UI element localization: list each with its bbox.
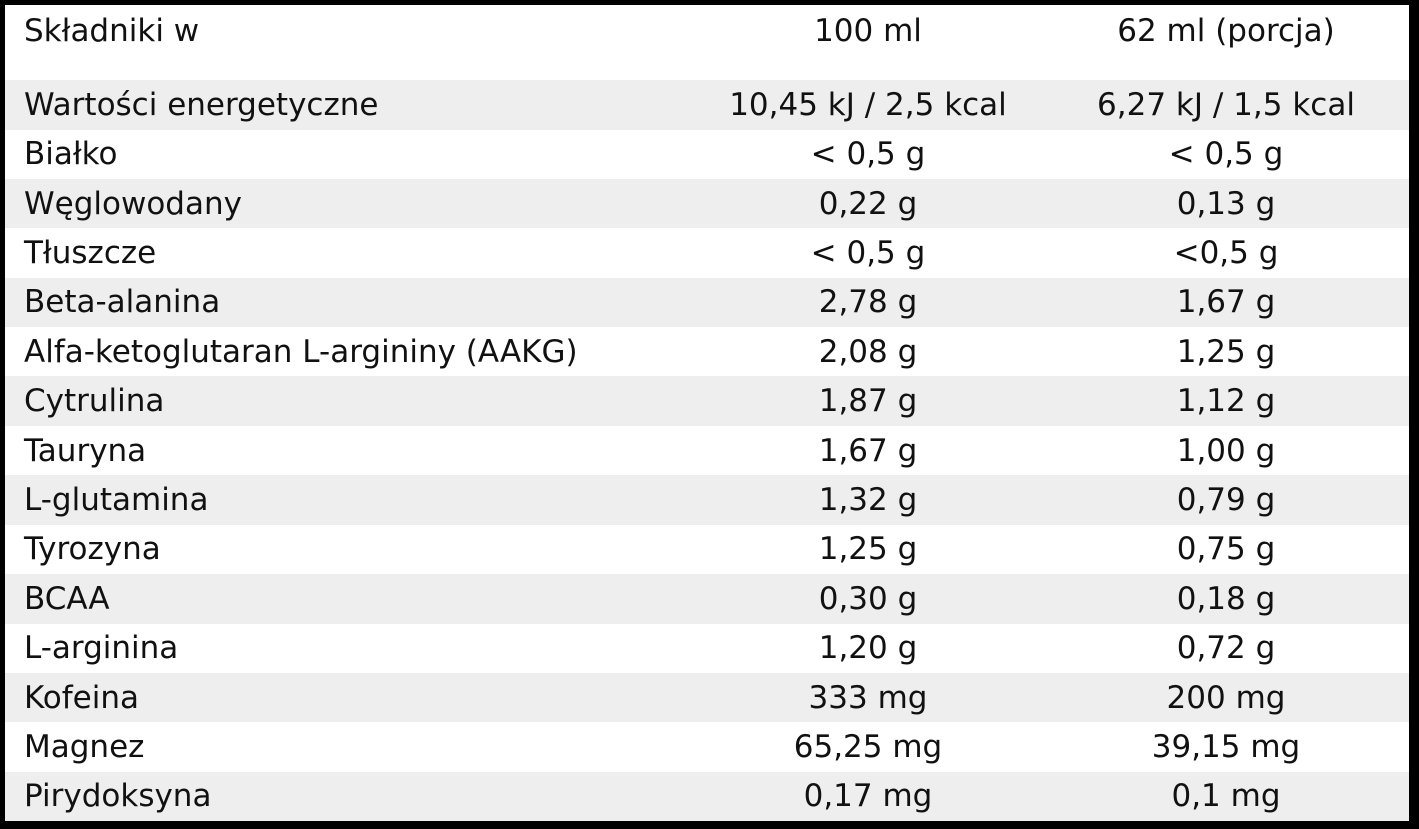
- table-row: Węglowodany 0,22 g 0,13 g: [5, 178, 1409, 229]
- nutrient-amount: 1,32 g: [818, 481, 918, 518]
- nutrient-amount: 1,00 g: [1176, 432, 1276, 469]
- nutrient-name: L-glutamina: [24, 481, 209, 518]
- table-row: Pirydoksyna 0,17 mg 0,1 mg: [5, 771, 1409, 822]
- nutrient-amount: < 0,5 g: [1168, 136, 1284, 173]
- table-row: Tauryna 1,67 g 1,00 g: [5, 426, 1409, 476]
- table-row: L-arginina 1,20 g 0,72 g: [5, 623, 1409, 673]
- table-row: Białko < 0,5 g < 0,5 g: [5, 129, 1409, 179]
- nutrient-name: Cytrulina: [24, 383, 165, 420]
- nutrient-name: Pirydoksyna: [24, 778, 212, 815]
- nutrient-name: Magnez: [24, 728, 145, 765]
- nutrient-amount: < 0,5 g: [810, 234, 926, 271]
- header-cell: Składniki w: [24, 13, 200, 49]
- nutrient-amount: 0,13 g: [1176, 185, 1276, 222]
- nutrient-amount: 1,67 g: [1176, 284, 1276, 321]
- table-row: Tłuszcze < 0,5 g <0,5 g: [5, 228, 1409, 278]
- nutrient-amount: 0,1 mg: [1171, 778, 1281, 815]
- table-row: Tyrozyna 1,25 g 0,75 g: [5, 525, 1409, 575]
- nutrient-amount: 333 mg: [808, 679, 928, 716]
- nutrient-amount: 1,25 g: [1176, 333, 1276, 370]
- nutrient-name: Węglowodany: [24, 185, 242, 222]
- nutrient-amount: < 0,5 g: [810, 136, 926, 173]
- table-row: Kofeina 333 mg 200 mg: [5, 672, 1409, 723]
- nutrient-amount: 0,22 g: [818, 185, 918, 222]
- nutrient-amount: 1,12 g: [1176, 383, 1276, 420]
- nutrient-amount: 0,75 g: [1176, 531, 1276, 568]
- nutrient-name: Kofeina: [24, 679, 139, 716]
- nutrient-amount: 1,25 g: [818, 531, 918, 568]
- nutrient-amount: 1,67 g: [818, 432, 918, 469]
- nutrient-amount: <0,5 g: [1173, 234, 1279, 271]
- table-row: BCAA 0,30 g 0,18 g: [5, 574, 1409, 624]
- nutrient-amount: 10,45 kJ / 2,5 kcal: [729, 86, 1007, 123]
- nutrient-name: Białko: [24, 136, 118, 173]
- nutrient-amount: 2,78 g: [818, 284, 918, 321]
- nutrient-amount: 2,08 g: [818, 333, 918, 370]
- table-row: Cytrulina 1,87 g 1,12 g: [5, 376, 1409, 426]
- nutrient-amount: 1,20 g: [818, 630, 918, 667]
- nutrition-table: Składniki w 100 ml 62 ml (porcja) Wartoś…: [5, 5, 1409, 822]
- header-cell: 100 ml: [814, 13, 922, 49]
- nutrient-amount: 65,25 mg: [793, 728, 943, 765]
- nutrient-name: Beta-alanina: [24, 284, 221, 321]
- nutrient-amount: 1,87 g: [818, 383, 918, 420]
- table-row: Wartości energetyczne 10,45 kJ / 2,5 kcal…: [5, 80, 1409, 130]
- nutrient-amount: 0,79 g: [1176, 481, 1276, 518]
- nutrient-name: Tłuszcze: [24, 234, 157, 271]
- nutrient-amount: 0,18 g: [1176, 580, 1276, 617]
- nutrient-amount: 6,27 kJ / 1,5 kcal: [1097, 86, 1355, 123]
- nutrient-name: BCAA: [24, 580, 110, 617]
- nutrient-amount: 39,15 mg: [1151, 728, 1301, 765]
- nutrient-name: L-arginina: [24, 630, 179, 667]
- table-row: Magnez 65,25 mg 39,15 mg: [5, 722, 1409, 772]
- nutrient-amount: 0,30 g: [818, 580, 918, 617]
- nutrient-amount: 0,72 g: [1176, 630, 1276, 667]
- table-row: Beta-alanina 2,78 g 1,67 g: [5, 277, 1409, 328]
- header-cell: 62 ml (porcja): [1117, 13, 1335, 49]
- nutrient-name: Wartości energetyczne: [24, 86, 379, 123]
- nutrient-name: Tyrozyna: [24, 531, 161, 568]
- nutrient-amount: 0,17 mg: [803, 778, 933, 815]
- table-row: Alfa-ketoglutaran L-argininy (AAKG) 2,08 …: [5, 327, 1409, 377]
- table-row: L-glutamina 1,32 g 0,79 g: [5, 475, 1409, 525]
- header-row: Składniki w 100 ml 62 ml (porcja): [5, 5, 1409, 77]
- nutrient-name: Alfa-ketoglutaran L-argininy (AAKG): [24, 333, 578, 370]
- nutrient-name: Tauryna: [24, 432, 147, 469]
- nutrient-amount: 200 mg: [1166, 679, 1286, 716]
